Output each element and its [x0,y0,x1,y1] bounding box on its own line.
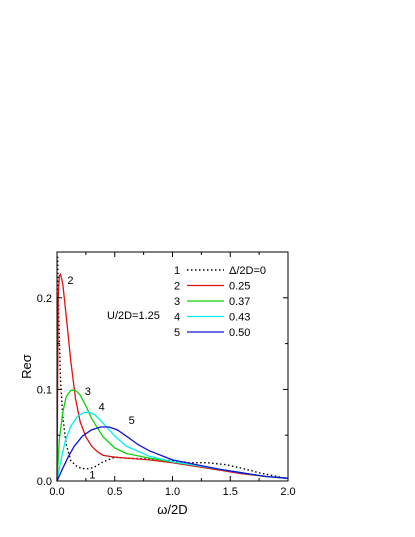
y-tick-label: 0.2 [37,293,52,305]
series-line-5 [56,426,289,482]
legend-number-1: 1 [174,265,180,277]
legend-label-2: 0.25 [229,281,250,293]
curve-label-2: 2 [67,275,73,287]
legend-number-4: 4 [174,312,180,324]
x-tick-label: 0.0 [49,486,64,498]
x-axis-title: ω/2D [157,502,187,517]
curve-label-1: 1 [89,469,95,481]
legend-label-5: 0.50 [229,327,250,339]
y-tick-label: 0.1 [37,384,52,396]
legend-label-4: 0.43 [229,312,250,324]
series-line-2 [56,273,289,482]
x-tick-label: 0.5 [107,486,122,498]
y-axis-title: Reσ [19,354,34,379]
curves-layer [56,256,289,482]
curve-number-labels: 1 2 34 5 [67,275,134,481]
legend-number-3: 3 [174,296,180,308]
legend-number-5: 5 [174,327,180,339]
legend-label-3: 0.37 [229,296,250,308]
x-tick-label: 1.5 [223,486,238,498]
legend-number-2: 2 [174,281,180,293]
y-tick-label: 0.0 [37,476,52,488]
series-line-1 [56,256,289,479]
x-tick-label: 2.0 [280,486,295,498]
curve-label-5: 5 [129,415,135,427]
curve-label-4: 4 [99,401,105,413]
tick-labels: 0.0 0.5 1.0 1.5 2.0 0.0 0.1 0.2 [37,293,296,498]
legend: 1 Δ/2D=0 2 0.25 3 0.37 4 0.43 5 0.50 [174,265,266,339]
legend-label-1: Δ/2D=0 [229,265,266,277]
curve-label-3: 3 [85,386,91,398]
axis-ticks [56,251,289,482]
x-tick-label: 1.0 [165,486,180,498]
parameter-annotation: U/2D=1.25 [107,310,160,322]
